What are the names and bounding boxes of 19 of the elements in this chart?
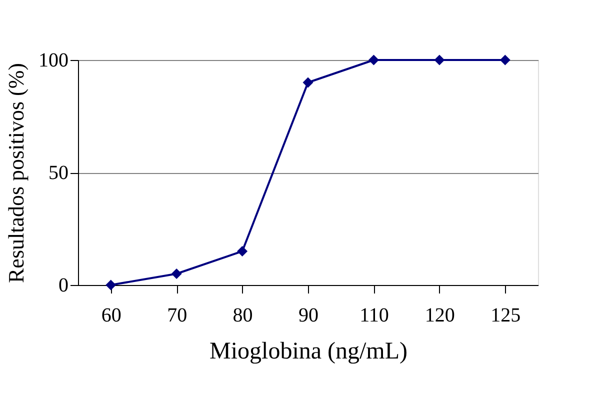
x-tick-label: 80 bbox=[232, 304, 253, 326]
y-tick-label: 0 bbox=[58, 274, 68, 296]
y-tick-label: 100 bbox=[38, 50, 68, 72]
x-tick-label: 110 bbox=[360, 304, 389, 326]
point bbox=[171, 268, 182, 279]
point bbox=[500, 54, 510, 66]
point bbox=[106, 280, 116, 290]
point bbox=[302, 77, 314, 88]
point bbox=[237, 246, 248, 256]
y-tick-label: 50 bbox=[48, 162, 68, 184]
point bbox=[368, 54, 379, 66]
x-axis-title: Mioglobina (ng/mL) bbox=[210, 338, 408, 364]
x-tick-label: 125 bbox=[490, 304, 521, 326]
x-tick-label: 60 bbox=[101, 304, 122, 326]
x-tick-label: 120 bbox=[424, 304, 455, 326]
point bbox=[434, 54, 445, 66]
x-tick-label: 90 bbox=[298, 304, 318, 326]
y-axis-title: Resultados positivos (%) bbox=[4, 63, 28, 283]
x-tick-label: 70 bbox=[167, 304, 188, 326]
